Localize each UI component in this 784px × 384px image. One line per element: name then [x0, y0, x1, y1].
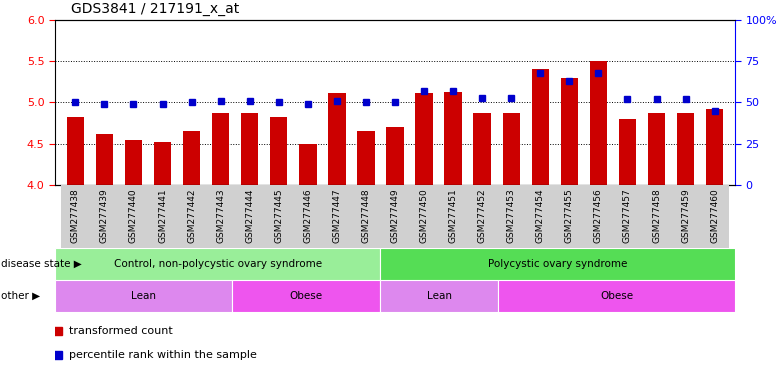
Bar [499, 280, 735, 312]
Bar [212, 113, 230, 185]
Text: GSM277446: GSM277446 [303, 188, 312, 243]
Bar [671, 185, 700, 248]
Bar [474, 113, 491, 185]
Bar [619, 119, 636, 185]
Bar [648, 113, 666, 185]
Text: percentile rank within the sample: percentile rank within the sample [68, 349, 256, 359]
Bar [409, 185, 438, 248]
Bar [241, 113, 259, 185]
Bar [235, 185, 264, 248]
Bar [264, 185, 293, 248]
Text: Polycystic ovary syndrome: Polycystic ovary syndrome [488, 259, 627, 269]
Bar [497, 185, 526, 248]
Bar [677, 113, 695, 185]
Bar [584, 185, 613, 248]
Bar [380, 248, 735, 280]
Text: GSM277450: GSM277450 [419, 188, 429, 243]
Text: GSM277448: GSM277448 [361, 188, 371, 243]
Text: GDS3841 / 217191_x_at: GDS3841 / 217191_x_at [71, 2, 239, 16]
Text: GSM277457: GSM277457 [623, 188, 632, 243]
Bar [358, 131, 375, 185]
Text: GSM277440: GSM277440 [129, 188, 138, 243]
Bar [90, 185, 119, 248]
Bar [532, 70, 549, 185]
Bar [67, 118, 84, 185]
Text: GSM277459: GSM277459 [681, 188, 690, 243]
Bar [555, 185, 584, 248]
Bar [613, 185, 642, 248]
Text: GSM277452: GSM277452 [477, 188, 487, 243]
Bar [232, 280, 380, 312]
Bar [154, 142, 171, 185]
Bar [61, 185, 90, 248]
Text: Lean: Lean [131, 291, 156, 301]
Bar [328, 93, 346, 185]
Text: GSM277460: GSM277460 [710, 188, 719, 243]
Bar [387, 127, 404, 185]
Bar [96, 134, 113, 185]
Text: GSM277453: GSM277453 [506, 188, 516, 243]
Text: GSM277458: GSM277458 [652, 188, 661, 243]
Text: Obese: Obese [290, 291, 323, 301]
Bar [700, 185, 729, 248]
Bar [590, 61, 607, 185]
Bar [293, 185, 322, 248]
Bar [445, 92, 462, 185]
Text: Control, non-polycystic ovary syndrome: Control, non-polycystic ovary syndrome [114, 259, 321, 269]
Text: GSM277444: GSM277444 [245, 188, 254, 243]
Text: transformed count: transformed count [68, 326, 172, 336]
Text: GSM277438: GSM277438 [71, 188, 80, 243]
Bar [322, 185, 351, 248]
Text: other ▶: other ▶ [1, 291, 40, 301]
Bar [438, 185, 467, 248]
Text: GSM277443: GSM277443 [216, 188, 225, 243]
Text: GSM277451: GSM277451 [448, 188, 458, 243]
Bar [270, 118, 288, 185]
Bar [299, 144, 317, 185]
Bar [561, 78, 578, 185]
Text: disease state ▶: disease state ▶ [1, 259, 82, 269]
Bar [380, 185, 409, 248]
Bar [706, 109, 724, 185]
Text: GSM277442: GSM277442 [187, 188, 196, 243]
Text: GSM277456: GSM277456 [594, 188, 603, 243]
Bar [125, 140, 142, 185]
Text: Obese: Obese [601, 291, 633, 301]
Bar [183, 131, 200, 185]
Text: GSM277454: GSM277454 [535, 188, 545, 243]
Text: GSM277445: GSM277445 [274, 188, 283, 243]
Bar [416, 93, 433, 185]
Text: GSM277447: GSM277447 [332, 188, 341, 243]
Bar [55, 248, 380, 280]
Bar [503, 113, 520, 185]
Bar [119, 185, 148, 248]
Text: Lean: Lean [426, 291, 452, 301]
Bar [351, 185, 380, 248]
Bar [526, 185, 555, 248]
Bar [642, 185, 671, 248]
Text: GSM277455: GSM277455 [564, 188, 574, 243]
Text: GSM277441: GSM277441 [158, 188, 167, 243]
Text: GSM277449: GSM277449 [390, 188, 400, 243]
Bar [148, 185, 177, 248]
Bar [380, 280, 499, 312]
Bar [55, 280, 232, 312]
Bar [467, 185, 497, 248]
Bar [177, 185, 206, 248]
Bar [206, 185, 235, 248]
Text: GSM277439: GSM277439 [100, 188, 109, 243]
